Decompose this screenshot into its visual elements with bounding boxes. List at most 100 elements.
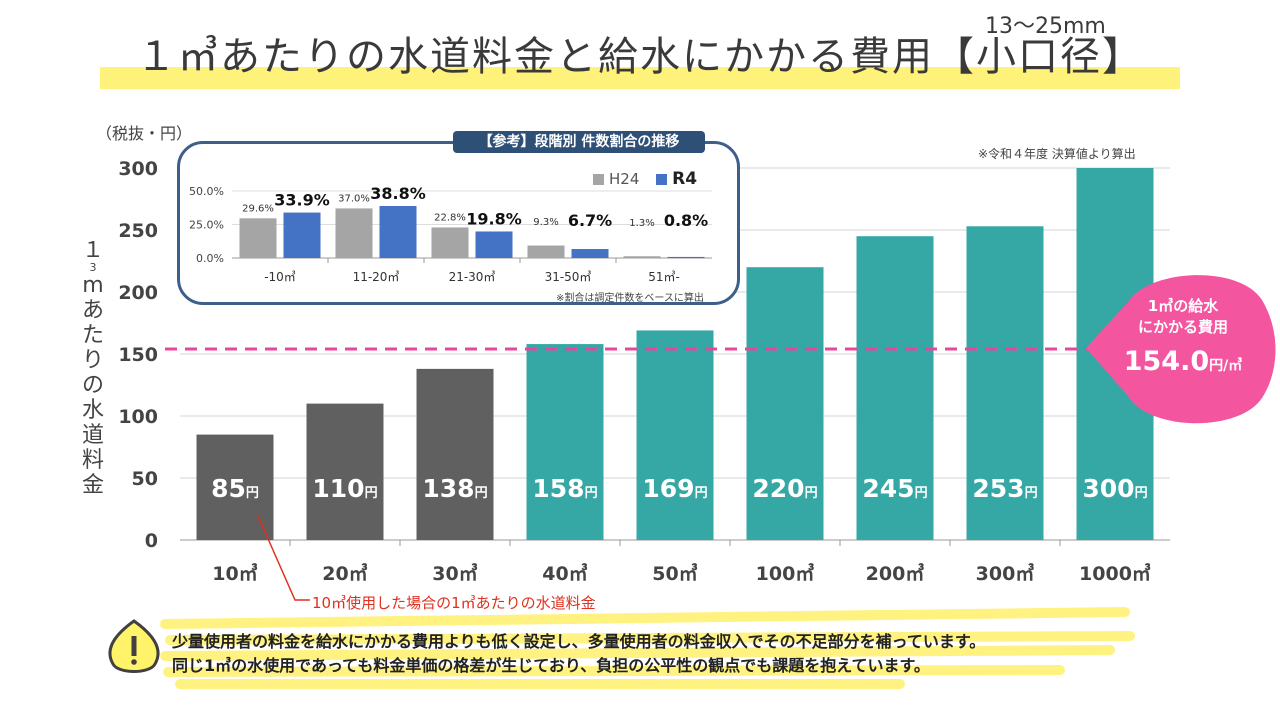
callout-line1: 1㎥の給水 — [1147, 297, 1219, 315]
highlight-stroke — [160, 607, 1130, 629]
y-title-char: 水 — [81, 398, 104, 423]
inset-bar-h24 — [623, 256, 661, 258]
bar-value-label: 158円 — [532, 474, 597, 503]
inset-value-label-r4: 19.8% — [466, 209, 522, 228]
bar-value-label: 138円 — [422, 474, 487, 503]
x-tick-label: 40㎥ — [542, 562, 587, 585]
bar-value-label: 85円 — [211, 474, 259, 503]
title-highlight — [100, 67, 1180, 89]
inset-bar-h24 — [431, 227, 469, 258]
inset-value-label-h24: 37.0% — [338, 193, 370, 204]
bar-value-label: 300円 — [1082, 474, 1147, 503]
bar — [856, 236, 934, 540]
y-tick-label: 150 — [118, 344, 158, 366]
inset-x-tick-label: 11-20㎥ — [353, 270, 400, 284]
bar-value-label: 110円 — [312, 474, 377, 503]
callout-line2: にかかる費用 — [1137, 318, 1228, 336]
annotation-text: 10㎥使用した場合の1㎥あたりの水道料金 — [312, 594, 596, 612]
inset-bar-r4 — [571, 249, 609, 258]
callout-unit: 円/㎥ — [1209, 358, 1243, 374]
x-tick-label: 200㎥ — [866, 562, 925, 585]
legend-label-r4: R4 — [672, 169, 698, 189]
y-tick-label: 100 — [118, 406, 158, 428]
inset-title: 【参考】段階別 件数割合の推移 — [453, 131, 705, 153]
bar — [636, 330, 714, 540]
y-tick-label: 0 — [145, 530, 158, 552]
inset-value-label-h24: 22.8% — [434, 212, 466, 223]
inset-value-label-h24: 29.6% — [242, 203, 274, 214]
highlight-stroke — [160, 645, 1115, 661]
bar — [966, 226, 1044, 540]
bar-value-label: 220円 — [752, 474, 817, 503]
y-title-char: あ — [81, 298, 104, 323]
x-tick-label: 100㎥ — [756, 562, 815, 585]
bar-value-label: 253円 — [972, 474, 1037, 503]
legend-label-h24: H24 — [609, 170, 640, 188]
footer-line2: 同じ1㎥の水使用であっても料金単価の格差が生じており、負担の公平性の観点でも課題… — [172, 656, 930, 675]
x-tick-label: 1000㎥ — [1079, 562, 1151, 585]
inset-x-tick-label: 21-30㎥ — [449, 270, 496, 284]
inset-value-label-r4: 33.9% — [274, 191, 330, 210]
inset-x-tick-label: 51㎥- — [648, 270, 680, 284]
inset-x-tick-label: 31-50㎥ — [545, 270, 592, 284]
y-tick-label: 250 — [118, 220, 158, 242]
footer-highlight — [160, 607, 1135, 689]
bar — [526, 344, 604, 540]
x-tick-label: 10㎥ — [212, 562, 257, 585]
y-title-char: 料 — [81, 448, 104, 473]
page-subtitle: 13～25mm — [985, 14, 1106, 39]
callout-text: 1㎥の給水 にかかる費用 154.0円/㎥ — [1118, 296, 1248, 384]
inset-y-tick-label: 0.0% — [196, 252, 224, 265]
inset-bar-h24 — [527, 245, 565, 258]
footer-line1: 少量使用者の料金を給水にかかる費用よりも低く設定し、多量使用者の料金収入でその不… — [172, 632, 986, 651]
legend-swatch-r4 — [656, 174, 668, 185]
legend-swatch-h24 — [593, 174, 604, 185]
inset-bar-h24 — [239, 218, 277, 258]
inset-bar-r4 — [379, 206, 417, 258]
y-title-char: m — [82, 273, 104, 298]
y-axis-unit: （税抜・円） — [96, 124, 193, 143]
inset-value-label-h24: 9.3% — [533, 217, 558, 228]
x-tick-label: 30㎥ — [432, 562, 477, 585]
highlight-stroke — [165, 631, 1135, 645]
x-tick-label: 300㎥ — [976, 562, 1035, 585]
bar — [746, 267, 824, 540]
inset-value-label-r4: 0.8% — [664, 211, 708, 230]
bar — [306, 403, 384, 540]
x-tick-label: 50㎥ — [652, 562, 697, 585]
inset-legend: H24 R4 — [593, 169, 697, 189]
inset-bar-r4 — [667, 256, 705, 258]
inset-value-label-h24: 1.3% — [629, 218, 654, 229]
bar — [416, 368, 494, 540]
inset-bar-r4 — [475, 231, 513, 258]
x-tick-label: 20㎥ — [322, 562, 367, 585]
inset-y-tick-label: 50.0% — [189, 185, 224, 198]
y-tick-label: 300 — [118, 158, 158, 180]
y-title-char: 道 — [81, 423, 104, 448]
highlight-stroke — [163, 665, 1065, 677]
y-title-sup: 3 — [89, 261, 97, 274]
inset-x-tick-label: -10㎥ — [264, 270, 296, 284]
callout-value: 154.0 — [1123, 346, 1210, 377]
inset-bar-h24 — [335, 208, 373, 258]
annotation-leader — [257, 515, 310, 601]
footer-text: 少量使用者の料金を給水にかかる費用よりも低く設定し、多量使用者の料金収入でその不… — [172, 630, 1172, 678]
bar-value-label: 245円 — [862, 474, 927, 503]
inset-value-label-r4: 6.7% — [568, 211, 612, 230]
inset-value-label-r4: 38.8% — [370, 184, 426, 203]
y-title-char: り — [81, 348, 104, 373]
inset-y-tick-label: 25.0% — [189, 219, 224, 232]
callout-bubble — [1086, 275, 1276, 424]
y-title-char: １ — [81, 238, 104, 263]
inset-note: ※割合は調定件数をベースに算出 — [556, 293, 704, 304]
y-title-char: 金 — [81, 473, 104, 498]
y-tick-label: 200 — [118, 282, 158, 304]
y-title-char: の — [81, 373, 104, 398]
source-note: ※令和４年度 決算値より算出 — [978, 147, 1136, 161]
inset-bar-r4 — [283, 212, 321, 258]
y-title-char: た — [81, 323, 104, 348]
warning-icon — [108, 619, 160, 673]
